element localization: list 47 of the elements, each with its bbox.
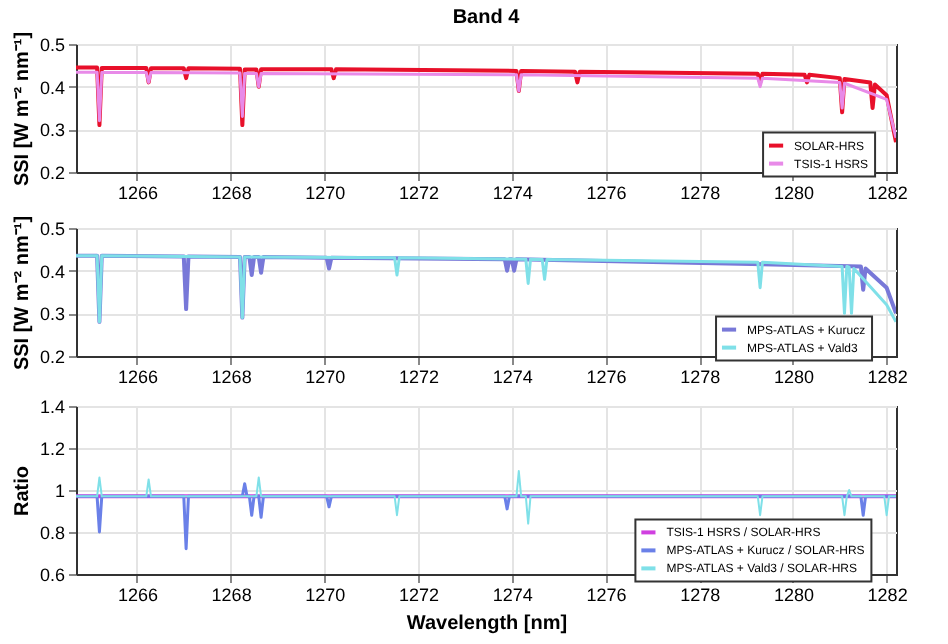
x-tick-label: 1278 [680,183,721,203]
y-tick-label: 0.8 [39,523,65,543]
line-series [76,482,896,551]
x-tick-label: 1280 [773,585,814,605]
x-tick-label: 1278 [680,367,721,387]
x-tick-label: 1272 [399,585,440,605]
y-tick-label: 1.2 [39,439,65,459]
y-tick-label: 0.5 [39,219,65,239]
x-tick-label: 1276 [586,367,627,387]
x-tick-label: 1272 [399,367,440,387]
x-axis-title: Wavelength [nm] [406,613,568,635]
x-tick-label: 1282 [867,183,908,203]
chart-title: Band 4 [452,6,521,29]
x-tick-label: 1266 [117,183,158,203]
x-tick-label: 1270 [305,585,346,605]
x-tick-label: 1282 [867,585,908,605]
y-tick-label: 0.2 [39,163,65,183]
x-tick-label: 1280 [773,183,814,203]
x-tick-label: 1278 [680,585,721,605]
y-tick-label: 0.2 [39,347,65,367]
y-tick-label: 0.3 [39,304,65,325]
line-series [76,470,896,525]
x-tick-label: 1276 [586,585,627,605]
x-tick-label: 1272 [399,183,440,203]
x-tick-label: 1268 [211,367,252,387]
x-tick-label: 1266 [117,367,158,387]
y-tick-label: 1 [54,481,65,501]
y-tick-label: 0.5 [39,35,65,55]
x-tick-label: 1274 [492,183,533,203]
x-tick-label: 1266 [117,585,158,605]
y-tick-label: 0.4 [39,261,65,282]
x-tick-label: 1274 [492,367,533,387]
y-axis-title: Ratio [11,466,34,516]
x-tick-label: 1270 [305,183,346,203]
x-tick-label: 1268 [211,585,252,605]
x-tick-label: 1274 [492,585,533,605]
x-tick-label: 1268 [211,183,252,203]
x-tick-label: 1270 [305,367,346,387]
y-tick-label: 0.6 [39,565,65,585]
y-tick-label: 0.4 [39,77,65,98]
y-axis-title: SSI [W m⁻² nm⁻¹] [11,31,34,187]
y-tick-label: 0.3 [39,120,65,141]
y-tick-label: 1.4 [39,397,65,417]
x-tick-label: 1280 [773,367,814,387]
x-tick-label: 1282 [867,367,908,387]
x-tick-label: 1276 [586,183,627,203]
y-axis-title: SSI [W m⁻² nm⁻¹] [11,215,34,371]
